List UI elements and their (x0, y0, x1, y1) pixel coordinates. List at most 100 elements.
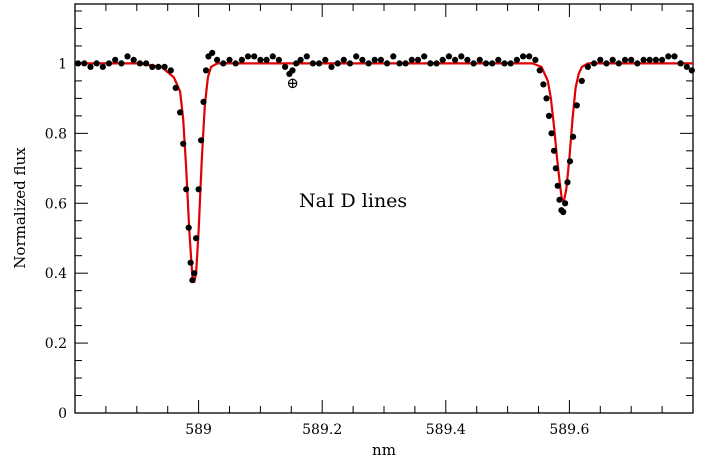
data-point (245, 53, 251, 59)
data-point (622, 57, 628, 63)
data-point (298, 57, 304, 63)
data-point (366, 60, 372, 66)
data-point (548, 130, 554, 136)
data-point (137, 60, 143, 66)
data-point (124, 53, 130, 59)
data-point (610, 57, 616, 63)
data-point (689, 67, 695, 73)
data-point (671, 53, 677, 59)
data-point (106, 60, 112, 66)
model-line (75, 63, 693, 282)
data-point (188, 260, 194, 266)
data-point (155, 64, 161, 70)
tick-labels: 589 589.2 589.4 589.6 0 0.2 0.4 0.6 0.8 1 (45, 56, 590, 438)
data-point (540, 81, 546, 87)
data-point (546, 113, 552, 119)
data-point (220, 60, 226, 66)
data-point (427, 60, 433, 66)
data-point (200, 99, 206, 105)
data-point (477, 57, 483, 63)
data-point (149, 64, 155, 70)
data-point (183, 186, 189, 192)
y-tick-label: 1 (58, 56, 67, 72)
data-point (464, 57, 470, 63)
data-point (597, 57, 603, 63)
data-point (372, 57, 378, 63)
data-point (322, 57, 328, 63)
data-point (653, 57, 659, 63)
data-point (214, 57, 220, 63)
data-point (304, 53, 310, 59)
data-point (316, 60, 322, 66)
data-point (359, 57, 365, 63)
y-tick-label: 0.4 (45, 266, 67, 282)
data-point (508, 60, 514, 66)
data-point (233, 60, 239, 66)
observed-points (75, 50, 695, 284)
x-tick-label: 589.2 (302, 422, 342, 438)
y-tick-label: 0 (58, 406, 67, 422)
data-point (543, 95, 549, 101)
model-curve (75, 63, 693, 282)
data-point (574, 102, 580, 108)
data-point (440, 57, 446, 63)
data-point (659, 57, 665, 63)
data-point (570, 134, 576, 140)
data-point (628, 57, 634, 63)
data-point (678, 60, 684, 66)
data-point (189, 277, 195, 283)
data-point (471, 60, 477, 66)
data-point (180, 141, 186, 147)
x-axis-label: nm (372, 441, 396, 459)
annotation-nai-d-lines: NaI D lines (299, 190, 407, 212)
data-point (310, 60, 316, 66)
data-point (251, 53, 257, 59)
data-point (553, 165, 559, 171)
data-point (551, 148, 557, 154)
data-point (282, 64, 288, 70)
data-point (177, 109, 183, 115)
data-point (239, 57, 245, 63)
data-point (100, 64, 106, 70)
data-point (196, 186, 202, 192)
data-point (143, 60, 149, 66)
data-point (433, 60, 439, 66)
data-point (495, 57, 501, 63)
data-point (353, 53, 359, 59)
data-point (226, 57, 232, 63)
data-point (203, 67, 209, 73)
data-point (556, 197, 562, 203)
data-point (390, 53, 396, 59)
x-tick-label: 589.6 (549, 422, 589, 438)
data-point (378, 57, 384, 63)
data-point (396, 60, 402, 66)
data-point (173, 85, 179, 91)
data-point (560, 209, 566, 215)
data-point (526, 53, 532, 59)
data-point (75, 60, 81, 66)
data-point (328, 64, 334, 70)
data-point (421, 53, 427, 59)
data-point (403, 60, 409, 66)
earth-symbol-icon: ⊕ (286, 74, 299, 92)
data-point (409, 57, 415, 63)
data-point (665, 53, 671, 59)
data-point (81, 60, 87, 66)
y-tick-label: 0.2 (45, 336, 67, 352)
data-point (532, 57, 538, 63)
data-point (264, 57, 270, 63)
data-point (209, 50, 215, 56)
data-point (415, 57, 421, 63)
data-point (562, 200, 568, 206)
data-point (514, 57, 520, 63)
data-point (501, 60, 507, 66)
data-point (446, 53, 452, 59)
y-tick-label: 0.8 (45, 126, 67, 142)
y-axis-label: Normalized flux (11, 147, 29, 269)
data-point (270, 53, 276, 59)
data-point (585, 64, 591, 70)
data-point (347, 60, 353, 66)
data-point (579, 78, 585, 84)
y-tick-label: 0.6 (45, 196, 67, 212)
